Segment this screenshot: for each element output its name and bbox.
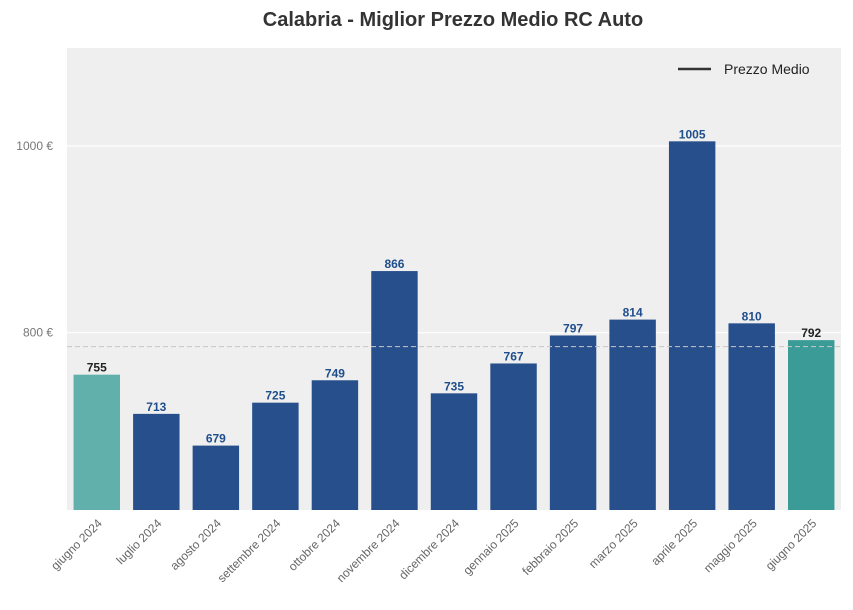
x-axis-ticks: giugno 2024 luglio 2024 agosto 2024settemb…: [48, 516, 819, 585]
bar: [371, 271, 418, 510]
bar: [668, 141, 716, 511]
x-tick-label: ottobre 2024: [285, 516, 343, 574]
x-tick-label: febbraio 2025: [519, 516, 581, 578]
bar: [788, 340, 835, 510]
bar: [609, 319, 656, 510]
bar-value-label: 814: [623, 306, 643, 320]
chart-title: Calabria - Miglior Prezzo Medio RC Auto: [263, 9, 643, 31]
bar-value-label: 725: [265, 389, 285, 403]
bar: [430, 393, 478, 510]
x-tick-label: agosto 2024: [167, 516, 224, 573]
legend-label: Prezzo Medio: [724, 61, 810, 77]
bar: [728, 323, 775, 510]
x-tick-label: giugno 2025: [763, 516, 820, 573]
bar-value-label: 767: [504, 349, 524, 363]
bar-value-label: 713: [146, 400, 166, 414]
legend: Prezzo Medio: [678, 61, 810, 77]
bars: [73, 141, 835, 511]
y-tick-label: 800 €: [23, 326, 53, 340]
x-tick-label: marzo 2025: [586, 516, 641, 571]
bar-value-label: 866: [384, 257, 404, 271]
bar: [73, 374, 120, 510]
x-tick-label: novembre 2024: [334, 516, 403, 585]
bar-value-label: 810: [742, 309, 762, 323]
x-tick-label: aprile 2025: [648, 516, 700, 568]
bar-value-label: 1005: [679, 127, 706, 141]
bar-value-labels: 755 713 679 725 749 866 735 767 797 814 1005 810 792: [87, 127, 822, 445]
y-tick-label: 1000 €: [16, 139, 53, 153]
bar-value-label: 755: [87, 361, 107, 375]
x-tick-label: maggio 2025: [701, 516, 760, 575]
bar-value-label: 797: [563, 321, 583, 335]
bar-value-label: 735: [444, 379, 464, 393]
bar: [192, 445, 240, 510]
bar-value-label: 679: [206, 432, 226, 446]
x-tick-label: dicembre 2024: [396, 516, 462, 582]
y-axis-ticks: 800 € 1000 €: [16, 139, 53, 340]
bar: [252, 402, 299, 510]
bar-value-label: 749: [325, 366, 345, 380]
bar: [549, 335, 597, 510]
bar: [490, 363, 537, 510]
bar: [133, 413, 180, 510]
bar-value-label: 792: [801, 326, 821, 340]
x-tick-label: gennaio 2025: [460, 516, 522, 578]
bar: [311, 380, 359, 510]
x-tick-label: settembre 2024: [215, 516, 284, 585]
x-tick-label: giugno 2024: [48, 516, 105, 573]
x-tick-label: luglio 2024: [113, 516, 164, 567]
